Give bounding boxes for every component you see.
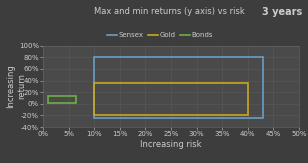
Text: 3 years: 3 years: [261, 7, 302, 16]
Y-axis label: Increasing
return: Increasing return: [6, 65, 26, 108]
X-axis label: Increasing risk: Increasing risk: [140, 140, 202, 149]
Bar: [48, 96, 76, 103]
Bar: [94, 83, 248, 116]
Bar: [94, 57, 263, 118]
Legend: Sensex, Gold, Bonds: Sensex, Gold, Bonds: [104, 30, 216, 41]
Text: Max and min returns (y axis) vs risk: Max and min returns (y axis) vs risk: [94, 7, 245, 15]
